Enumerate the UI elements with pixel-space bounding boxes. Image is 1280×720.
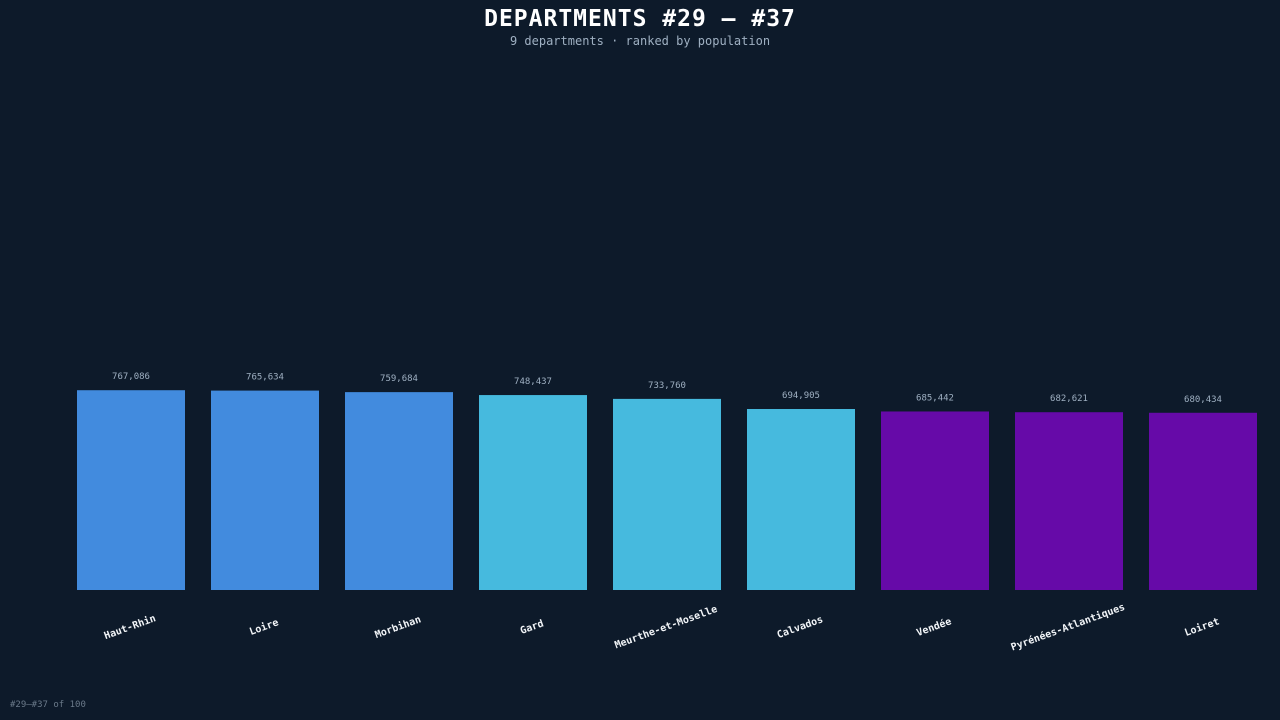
category-label-8: Loiret [1183,615,1221,639]
bar-5 [747,409,855,590]
page-title: DEPARTMENTS #29 – #37 [484,6,796,32]
bar-3 [479,395,587,590]
value-label-5: 694,905 [782,391,820,401]
bar-8 [1149,412,1257,590]
value-label-7: 682,621 [1050,394,1088,404]
bar-2 [345,392,453,590]
page-subtitle: 9 departments · ranked by population [509,34,771,48]
category-label-6: Vendée [915,615,953,639]
bar-6 [881,411,989,590]
value-label-2: 759,684 [380,374,418,384]
value-label-4: 733,760 [648,381,686,391]
bar-4 [613,398,721,590]
category-label-7: Pyrénées-Atlantiques [1009,601,1126,653]
bar-0 [77,390,185,590]
category-label-0: Haut-Rhin [102,612,157,642]
category-label-4: Meurthe-et-Moselle [613,604,719,651]
value-label-3: 748,437 [514,377,552,387]
value-label-6: 685,442 [916,393,954,403]
value-label-1: 765,634 [246,373,284,383]
category-label-2: Morbihan [373,613,422,641]
value-label-8: 680,434 [1184,395,1222,405]
range-footer: #29–#37 of 100 [10,700,86,710]
value-label-0: 767,086 [112,372,150,382]
category-label-5: Calvados [776,614,825,641]
category-label-3: Gard [519,618,545,637]
bar-7 [1015,412,1123,590]
category-label-1: Loire [248,616,280,638]
bar-1 [211,390,319,590]
